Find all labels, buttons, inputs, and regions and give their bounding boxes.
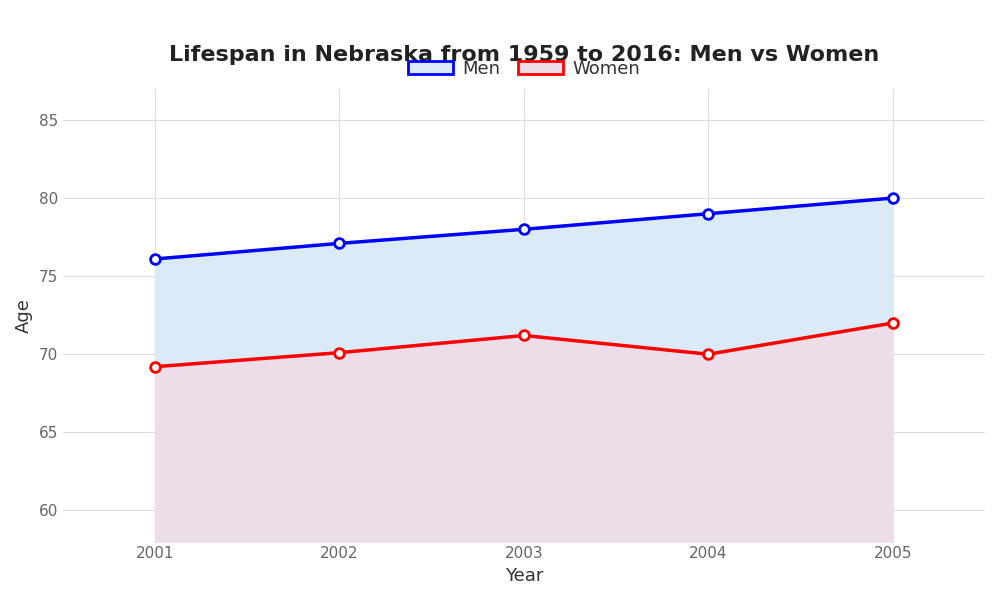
Men bbox=[702, 210, 714, 217]
X-axis label: Year: Year bbox=[505, 567, 543, 585]
Women bbox=[887, 319, 899, 326]
Legend: Men, Women: Men, Women bbox=[401, 53, 647, 85]
Women bbox=[149, 363, 161, 370]
Line: Men: Men bbox=[150, 193, 898, 264]
Y-axis label: Age: Age bbox=[15, 298, 33, 332]
Men bbox=[149, 256, 161, 263]
Women bbox=[333, 349, 345, 356]
Women bbox=[518, 332, 530, 339]
Men bbox=[518, 226, 530, 233]
Women bbox=[702, 350, 714, 358]
Men bbox=[887, 194, 899, 202]
Title: Lifespan in Nebraska from 1959 to 2016: Men vs Women: Lifespan in Nebraska from 1959 to 2016: … bbox=[169, 45, 879, 65]
Men bbox=[333, 240, 345, 247]
Line: Women: Women bbox=[150, 318, 898, 371]
